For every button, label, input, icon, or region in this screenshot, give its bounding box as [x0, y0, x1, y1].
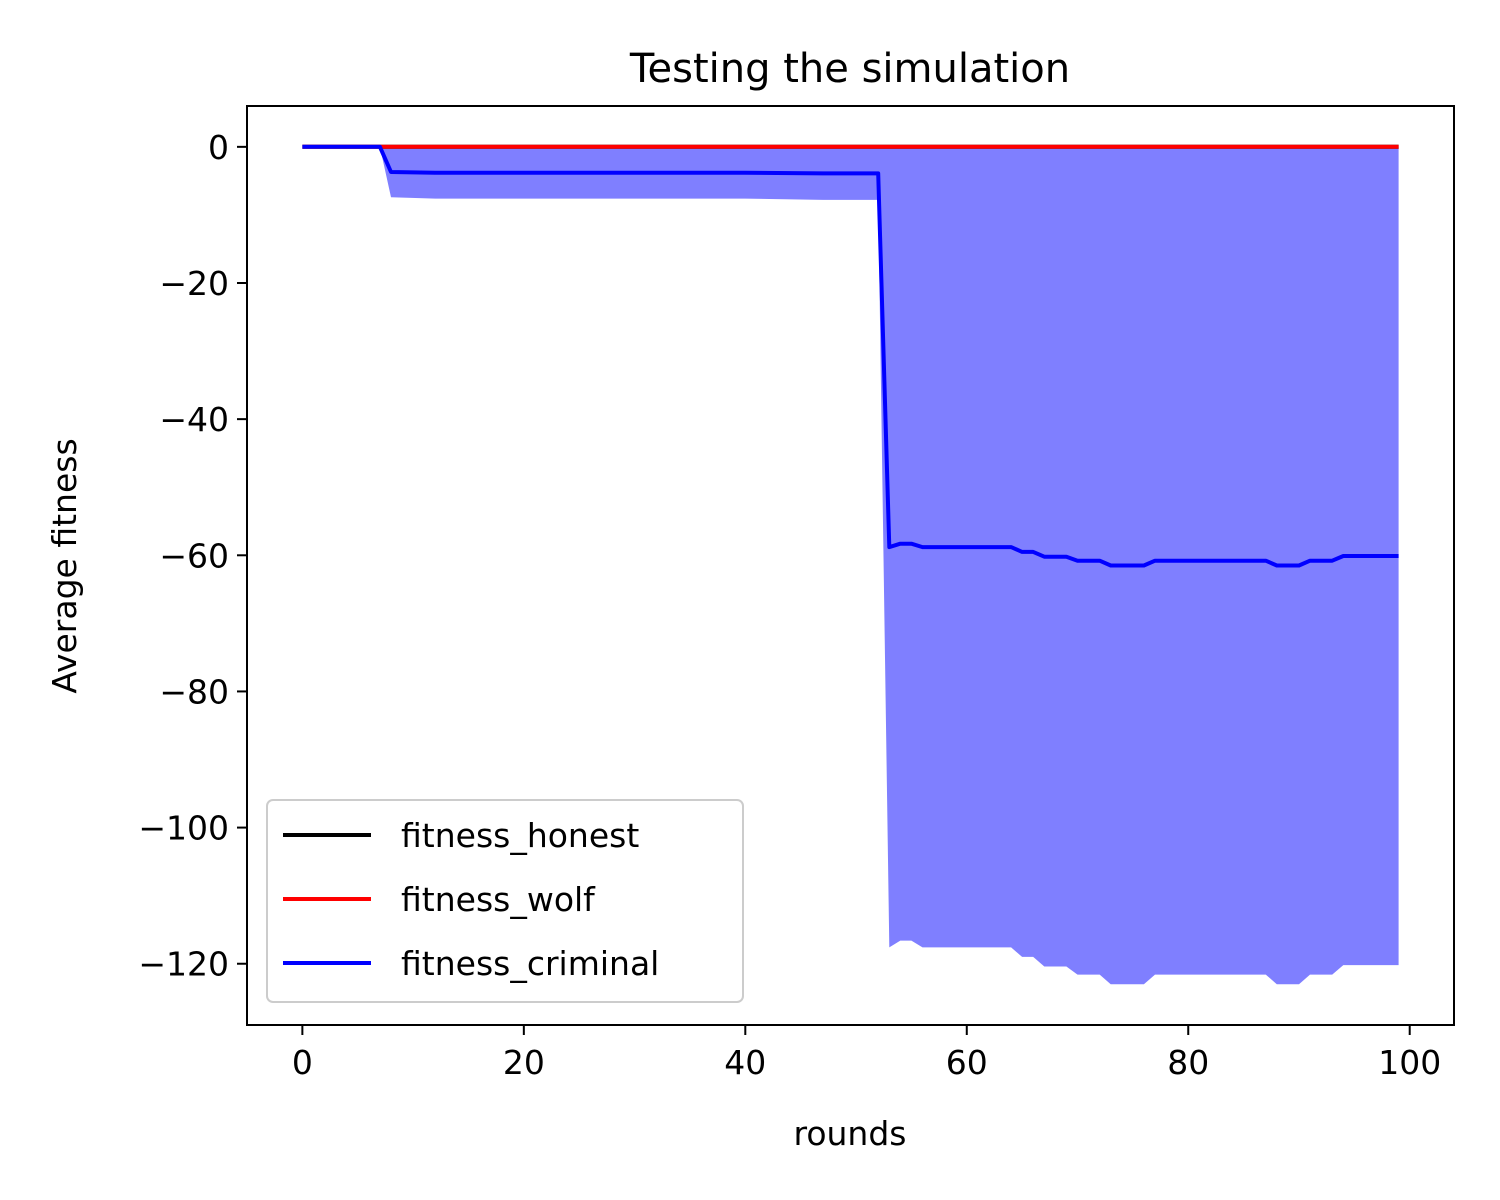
legend-box	[266, 799, 744, 1003]
x-tick-label: 80	[1167, 1043, 1209, 1082]
y-tick-label: −20	[159, 264, 229, 303]
fitness_criminal-band	[379, 146, 1399, 985]
legend-label-fitness_criminal: fitness_criminal	[401, 944, 659, 983]
y-tick-label: −40	[159, 400, 229, 439]
legend: fitness_honest fitness_wolf fitness_crimin…	[266, 799, 744, 1003]
y-tick-label: −60	[159, 536, 229, 575]
plot-area	[302, 144, 1399, 985]
legend-label-fitness_wolf: fitness_wolf	[401, 880, 596, 919]
x-axis-label: rounds	[793, 1114, 906, 1153]
fitness_criminal-line	[302, 144, 1399, 568]
x-tick-label: 40	[724, 1043, 766, 1082]
legend-label-fitness_honest: fitness_honest	[401, 816, 639, 855]
plot-frame	[246, 105, 1455, 1026]
y-tick-label: 0	[208, 128, 229, 167]
x-tick-label: 20	[503, 1043, 545, 1082]
x-tick-label: 60	[946, 1043, 988, 1082]
x-axis: 0 20 40 60 80 100	[292, 1025, 1441, 1082]
y-tick-label: −80	[159, 672, 229, 711]
y-tick-label: −100	[138, 809, 229, 848]
chart-title: Testing the simulation	[629, 46, 1070, 92]
y-tick-label: −120	[138, 945, 229, 984]
x-tick-label: 100	[1378, 1043, 1441, 1082]
y-axis-label: Average fitness	[45, 438, 84, 693]
x-tick-label: 0	[292, 1043, 313, 1082]
y-axis: 0 −20 −40 −60 −80 −100 −120	[138, 128, 247, 984]
